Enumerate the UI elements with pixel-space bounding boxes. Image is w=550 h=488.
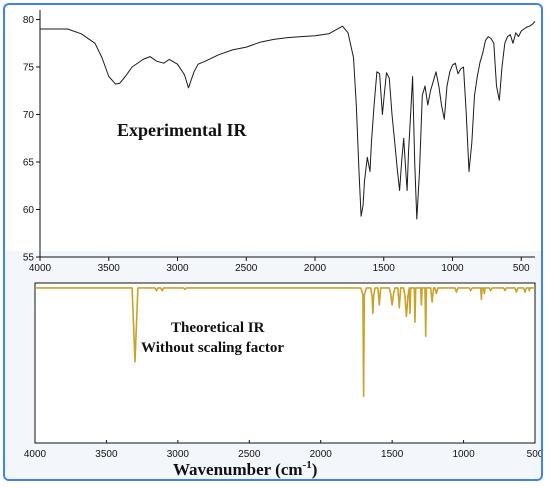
top-x-tick-label: 4000 (29, 263, 52, 274)
top-x-tick-label: 2000 (304, 263, 327, 274)
x-axis-title-close: ) (312, 460, 318, 479)
bottom-x-tick-label: 2500 (238, 449, 261, 460)
top-y-tick-label: 65 (23, 158, 35, 169)
x-axis-title-superscript: -1 (303, 459, 312, 471)
bottom-x-tick-label: 1000 (452, 449, 475, 460)
bottom-x-tick-label: 4000 (24, 449, 47, 460)
top-x-tick-label: 2500 (235, 263, 258, 274)
theoretical-ir-series-line (35, 287, 535, 398)
experimental-ir-series-line (40, 21, 536, 220)
figure-frame: 55 60 65 70 75 80 4000 3500 3000 2500 2000 1500 1000… (3, 3, 543, 481)
bottom-x-tick-label: 3000 (167, 449, 190, 460)
experimental-ir-plot: 55 60 65 70 75 80 4000 3500 3000 2500 2000 1500 1000… (23, 10, 536, 274)
theoretical-ir-annotation-line2: Without scaling factor (141, 340, 284, 356)
top-y-tick-label: 75 (23, 63, 35, 74)
bottom-x-tick-label: 3500 (95, 449, 118, 460)
bottom-x-tick-label: 500 (527, 449, 543, 460)
top-y-tick-label: 60 (23, 205, 35, 216)
top-x-tick-label: 1500 (373, 263, 396, 274)
top-x-tick-label: 3000 (166, 263, 189, 274)
top-x-tick-label: 500 (513, 263, 530, 274)
top-y-tick-label: 80 (23, 15, 35, 26)
top-x-tick-label: 3500 (98, 263, 121, 274)
bottom-x-tick-label: 2000 (310, 449, 333, 460)
theoretical-ir-plot: 4000 3500 3000 2500 2000 1500 1000 500 (24, 282, 543, 460)
top-y-tick-label: 55 (23, 253, 35, 264)
experimental-ir-annotation: Experimental IR (117, 120, 247, 140)
theoretical-ir-annotation-line1: Theoretical IR (171, 320, 265, 336)
x-axis-title: Wavenumber (cm-1) (173, 459, 317, 479)
ir-spectra-figure: 55 60 65 70 75 80 4000 3500 3000 2500 2000 1500 1000… (23, 10, 543, 479)
bottom-plot-frame (34, 282, 536, 444)
bottom-x-tick-label: 1500 (381, 449, 404, 460)
x-axis-title-text: Wavenumber (cm (173, 460, 303, 479)
top-x-tick-label: 1000 (441, 263, 464, 274)
top-y-tick-label: 70 (23, 110, 35, 121)
